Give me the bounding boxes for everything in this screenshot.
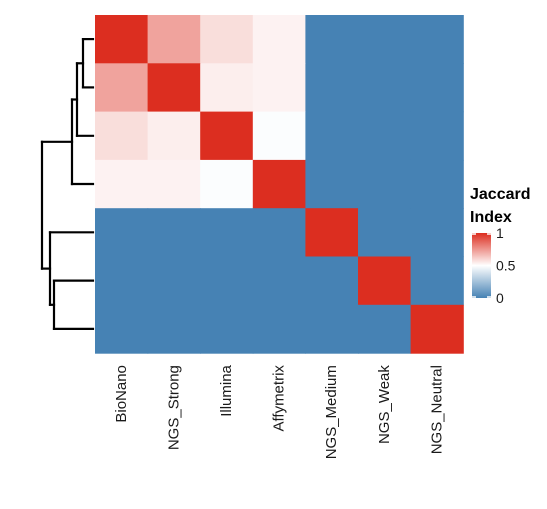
- heatmap-cell-BioNano-NGS_Weak: [358, 15, 412, 64]
- heatmap-cell-NGS_Medium-NGS_Medium: [305, 208, 359, 258]
- heatmap-cell-NGS_Medium-NGS_Strong: [147, 208, 201, 258]
- heatmap-cell-BioNano-Illumina: [200, 15, 254, 64]
- heatmap-cell-Affymetrix-NGS_Neutral: [410, 159, 464, 209]
- legend-tick-label-2: 0: [496, 290, 504, 306]
- column-label-Illumina: Illumina: [218, 364, 235, 416]
- heatmap-cell-NGS_Neutral-BioNano: [95, 304, 149, 354]
- heatmap-cell-Affymetrix-BioNano: [95, 159, 149, 209]
- column-label-NGS_Strong: NGS_Strong: [165, 365, 182, 450]
- heatmap-cell-Affymetrix-Illumina: [200, 159, 254, 209]
- heatmap-cells: [95, 15, 464, 354]
- heatmap-cell-Illumina-NGS_Neutral: [410, 111, 464, 161]
- heatmap-cell-Affymetrix-NGS_Strong: [147, 159, 201, 209]
- heatmap-cell-NGS_Strong-NGS_Medium: [305, 63, 359, 113]
- heatmap-cell-NGS_Medium-Illumina: [200, 208, 254, 258]
- heatmap-cell-Illumina-Illumina: [200, 111, 254, 161]
- heatmap-cell-Affymetrix-Affymetrix: [252, 159, 306, 209]
- heatmap-cell-NGS_Neutral-Affymetrix: [252, 304, 306, 354]
- color-legend: Jaccard Index 1 0.5 0: [470, 186, 531, 306]
- heatmap-cell-NGS_Weak-NGS_Neutral: [410, 256, 464, 306]
- column-label-NGS_Weak: NGS_Weak: [376, 365, 393, 444]
- heatmap-cell-NGS_Strong-NGS_Neutral: [410, 63, 464, 113]
- heatmap-cell-NGS_Medium-NGS_Neutral: [410, 208, 464, 258]
- heatmap-cell-Illumina-NGS_Weak: [358, 111, 412, 161]
- heatmap-cell-NGS_Neutral-NGS_Strong: [147, 304, 201, 354]
- heatmap-cell-NGS_Strong-BioNano: [95, 63, 149, 113]
- column-labels: BioNano NGS_Strong Illumina Affymetrix NGS_M…: [113, 364, 446, 459]
- heatmap-cell-NGS_Medium-NGS_Weak: [358, 208, 412, 258]
- heatmap-cell-BioNano-BioNano: [95, 15, 149, 64]
- heatmap-cell-NGS_Medium-BioNano: [95, 208, 149, 258]
- heatmap-cell-NGS_Neutral-NGS_Medium: [305, 304, 359, 354]
- legend-tick-label-1: 0.5: [496, 258, 516, 274]
- column-label-Affymetrix: Affymetrix: [271, 365, 288, 432]
- heatmap-cell-BioNano-NGS_Strong: [147, 15, 201, 64]
- heatmap-cell-NGS_Weak-NGS_Medium: [305, 256, 359, 306]
- heatmap-cell-Affymetrix-NGS_Weak: [358, 159, 412, 209]
- legend-color-bar: [472, 233, 491, 298]
- heatmap-cell-NGS_Weak-Illumina: [200, 256, 254, 306]
- legend-title-line1: Jaccard: [470, 186, 531, 203]
- heatmap-cell-NGS_Strong-Affymetrix: [252, 63, 306, 113]
- heatmap-cell-Illumina-Affymetrix: [252, 111, 306, 161]
- legend-tick-label-0: 1: [496, 225, 504, 241]
- column-label-NGS_Neutral: NGS_Neutral: [428, 365, 445, 454]
- row-dendrogram: [40, 37, 95, 330]
- column-label-NGS_Medium: NGS_Medium: [323, 365, 340, 459]
- heatmap-cell-NGS_Neutral-Illumina: [200, 304, 254, 354]
- heatmap-cell-BioNano-NGS_Medium: [305, 15, 359, 64]
- column-label-BioNano: BioNano: [113, 365, 130, 423]
- heatmap-cell-NGS_Weak-BioNano: [95, 256, 149, 306]
- heatmap-cell-Illumina-NGS_Strong: [147, 111, 201, 161]
- heatmap-cell-NGS_Strong-Illumina: [200, 63, 254, 113]
- heatmap-cell-NGS_Strong-NGS_Weak: [358, 63, 412, 113]
- heatmap-cell-BioNano-NGS_Neutral: [410, 15, 464, 64]
- heatmap-cell-Affymetrix-NGS_Medium: [305, 159, 359, 209]
- heatmap-cell-Illumina-NGS_Medium: [305, 111, 359, 161]
- heatmap-cell-Illumina-BioNano: [95, 111, 149, 161]
- heatmap-cell-NGS_Weak-NGS_Strong: [147, 256, 201, 306]
- heatmap-cell-NGS_Medium-Affymetrix: [252, 208, 306, 258]
- heatmap-cell-NGS_Weak-Affymetrix: [252, 256, 306, 306]
- legend-title-line2: Index: [470, 209, 512, 226]
- heatmap-cell-BioNano-Affymetrix: [252, 15, 306, 64]
- heatmap-cell-NGS_Weak-NGS_Weak: [358, 256, 412, 306]
- heatmap-cell-NGS_Neutral-NGS_Weak: [358, 304, 412, 354]
- heatmap-cell-NGS_Neutral-NGS_Neutral: [410, 304, 464, 354]
- heatmap-cell-NGS_Strong-NGS_Strong: [147, 63, 201, 113]
